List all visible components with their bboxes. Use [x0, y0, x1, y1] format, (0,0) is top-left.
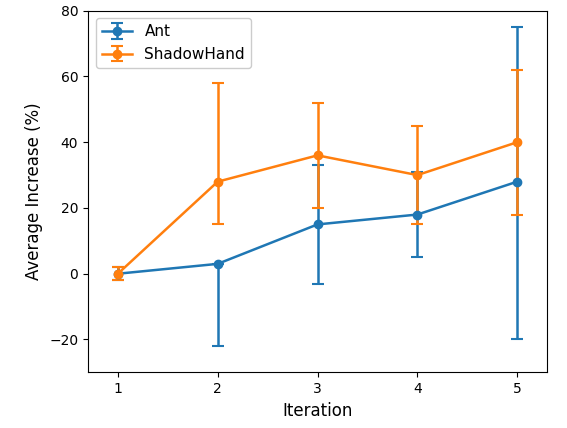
- Y-axis label: Average Increase (%): Average Increase (%): [26, 103, 44, 280]
- Legend: Ant, ShadowHand: Ant, ShadowHand: [95, 18, 251, 68]
- X-axis label: Iteration: Iteration: [282, 401, 353, 419]
